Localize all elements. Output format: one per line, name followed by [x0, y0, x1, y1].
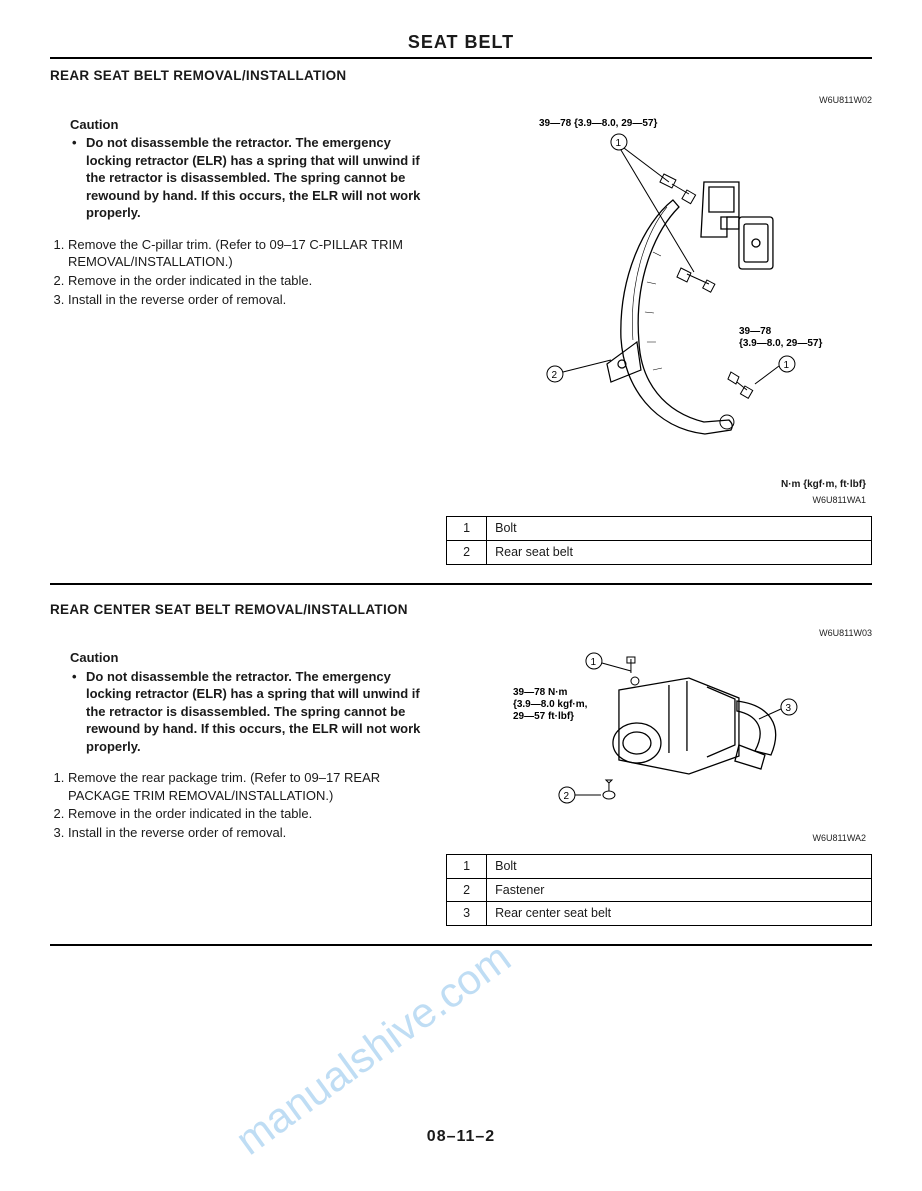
torque-label-2b: {3.9—8.0, 29—57} — [739, 338, 822, 349]
cell-num: 1 — [447, 854, 487, 878]
table-row: 2 Rear seat belt — [447, 540, 872, 564]
table-row: 1 Bolt — [447, 516, 872, 540]
cell-label: Bolt — [487, 516, 872, 540]
page-header: SEAT BELT — [50, 30, 872, 59]
callout-2: 2 — [552, 370, 558, 381]
torque-label: 39—78 {3.9—8.0, 29—57} — [539, 118, 658, 129]
torque-label-c: 29—57 ft·lbf} — [513, 711, 574, 722]
page-number: 08–11–2 — [50, 1126, 872, 1148]
cell-label: Rear seat belt — [487, 540, 872, 564]
divider — [50, 944, 872, 946]
callout-1: 1 — [616, 138, 622, 149]
divider — [50, 583, 872, 585]
torque-label-2a: 39—78 — [739, 326, 772, 337]
cell-label: Bolt — [487, 854, 872, 878]
caution-block: Caution • Do not disassemble the retract… — [70, 649, 428, 755]
caution-block: Caution • Do not disassemble the retract… — [70, 116, 428, 222]
step-item: Remove in the order indicated in the tab… — [68, 272, 428, 290]
caution-label: Caution — [70, 649, 428, 667]
table-row: 2 Fastener — [447, 878, 872, 902]
steps-list: Remove the C-pillar trim. (Refer to 09–1… — [56, 236, 428, 308]
torque-label-a: 39—78 N·m — [513, 687, 568, 698]
caution-label: Caution — [70, 116, 428, 134]
step-item: Remove the rear package trim. (Refer to … — [68, 769, 428, 804]
bullet-icon: • — [70, 668, 86, 756]
right-column: 1 39—78 N·m {3.9—8.0 kgf·m, 29—57 ft·lbf… — [446, 645, 872, 926]
cell-num: 1 — [447, 516, 487, 540]
parts-table: 1 Bolt 2 Rear seat belt — [446, 516, 872, 565]
diagram-seatbelt: 39—78 {3.9—8.0, 29—57} 1 — [446, 112, 872, 472]
callout-1b: 1 — [784, 360, 790, 371]
step-item: Remove the C-pillar trim. (Refer to 09–1… — [68, 236, 428, 271]
steps-list: Remove the rear package trim. (Refer to … — [56, 769, 428, 841]
left-column: Caution • Do not disassemble the retract… — [50, 112, 428, 565]
figure-ref: W6U811WA2 — [446, 832, 866, 844]
diagram-center-seatbelt: 1 39—78 N·m {3.9—8.0 kgf·m, 29—57 ft·lbf… — [446, 645, 872, 825]
step-item: Install in the reverse order of removal. — [68, 291, 428, 309]
left-column: Caution • Do not disassemble the retract… — [50, 645, 428, 926]
ref-code: W6U811W03 — [50, 627, 872, 639]
caution-text: Do not disassemble the retractor. The em… — [86, 134, 428, 222]
cell-label: Fastener — [487, 878, 872, 902]
step-item: Install in the reverse order of removal. — [68, 824, 428, 842]
cell-label: Rear center seat belt — [487, 902, 872, 926]
ref-code: W6U811W02 — [50, 94, 872, 106]
table-row: 1 Bolt — [447, 854, 872, 878]
right-column: 39—78 {3.9—8.0, 29—57} 1 — [446, 112, 872, 565]
callout-1: 1 — [591, 657, 597, 668]
figure-ref: W6U811WA1 — [446, 494, 866, 506]
table-row: 3 Rear center seat belt — [447, 902, 872, 926]
section-rear-seatbelt: REAR SEAT BELT REMOVAL/INSTALLATION W6U8… — [50, 67, 872, 564]
callout-2: 2 — [564, 791, 570, 802]
caution-text: Do not disassemble the retractor. The em… — [86, 668, 428, 756]
torque-label-b: {3.9—8.0 kgf·m, — [513, 699, 588, 710]
cell-num: 2 — [447, 878, 487, 902]
cell-num: 2 — [447, 540, 487, 564]
callout-3: 3 — [786, 703, 792, 714]
parts-table: 1 Bolt 2 Fastener 3 Rear center seat bel… — [446, 854, 872, 927]
section-rear-center-seatbelt: manualshive.com REAR CENTER SEAT BELT RE… — [50, 601, 872, 927]
bullet-icon: • — [70, 134, 86, 222]
cell-num: 3 — [447, 902, 487, 926]
step-item: Remove in the order indicated in the tab… — [68, 805, 428, 823]
section-title: REAR CENTER SEAT BELT REMOVAL/INSTALLATI… — [50, 601, 872, 619]
section-title: REAR SEAT BELT REMOVAL/INSTALLATION — [50, 67, 872, 85]
figure-unit: N·m {kgf·m, ft·lbf} — [446, 478, 866, 492]
